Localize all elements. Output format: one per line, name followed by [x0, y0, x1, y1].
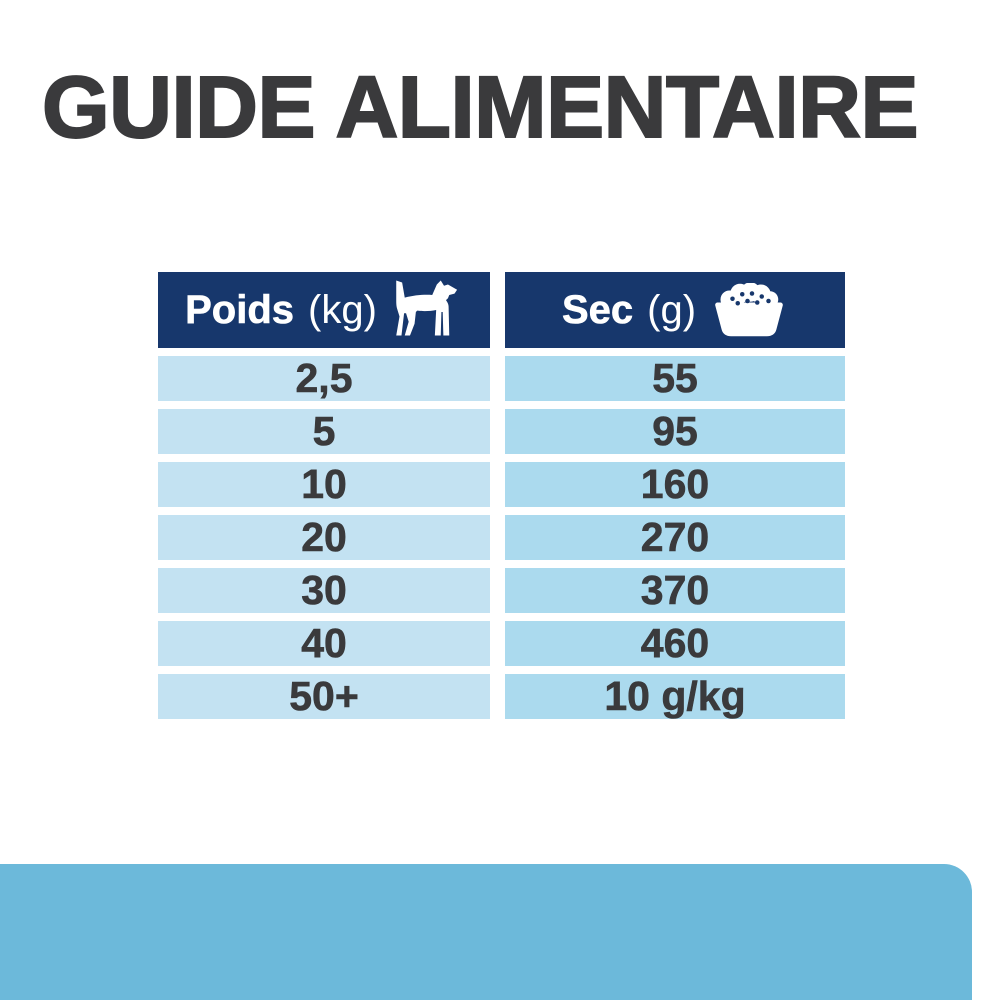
- weight-cell: 20: [158, 514, 490, 560]
- dry-amount-cell: 460: [505, 620, 845, 666]
- weight-cell: 10: [158, 461, 490, 507]
- dry-column-header: Sec (g): [505, 272, 845, 348]
- dry-header-unit: (g): [647, 287, 697, 332]
- feeding-table: Poids (kg) Sec (g): [158, 272, 845, 719]
- dry-amount-cell: 55: [505, 355, 845, 401]
- dry-amount-cell: 160: [505, 461, 845, 507]
- dry-amount-cell: 370: [505, 567, 845, 613]
- dry-header-label: Sec: [561, 287, 634, 332]
- weight-cell: 2,5: [158, 355, 490, 401]
- bottom-band: [0, 864, 972, 1000]
- weight-cell: 30: [158, 567, 490, 613]
- weight-cell: 40: [158, 620, 490, 666]
- dry-amount-cell: 10 g/kg: [505, 673, 845, 719]
- dry-amount-cell: 270: [505, 514, 845, 560]
- weight-cell: 50+: [158, 673, 490, 719]
- dog-icon: [391, 277, 463, 343]
- dry-amount-cell: 95: [505, 408, 845, 454]
- page-title: GUIDE ALIMENTAIRE: [41, 59, 920, 156]
- food-bowl-icon: [710, 283, 788, 337]
- weight-header-label: Poids: [185, 287, 295, 332]
- weight-header-unit: (kg): [308, 287, 377, 332]
- weight-cell: 5: [158, 408, 490, 454]
- weight-column-header: Poids (kg): [158, 272, 490, 348]
